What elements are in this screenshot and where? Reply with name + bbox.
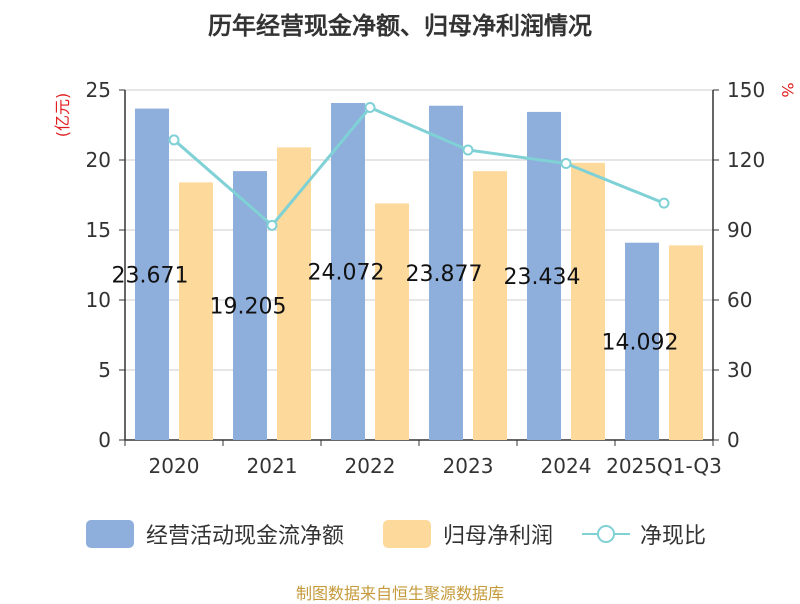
y-right-tick-label: 30	[727, 358, 752, 382]
chart-title: 历年经营现金净额、归母净利润情况	[208, 12, 592, 40]
x-tick-label: 2021	[247, 454, 298, 478]
point-ratio	[266, 219, 278, 231]
data-label-cashflow: 23.671	[112, 263, 189, 288]
y-right-tick-label: 120	[727, 148, 765, 172]
line-ratio	[173, 105, 665, 228]
point-ratio	[168, 134, 180, 146]
point-ratio	[658, 197, 670, 209]
legend-item-netprofit[interactable]: 归母净利润	[383, 518, 553, 550]
point-ratio	[462, 144, 474, 156]
source-note: 制图数据来自恒生聚源数据库	[295, 584, 504, 603]
x-tick-label: 2022	[345, 454, 396, 478]
y-right-tick-label: 90	[727, 218, 752, 242]
legend-swatch-ratio	[582, 520, 630, 548]
x-tick-label: 2025Q1-Q3	[606, 454, 722, 478]
y-left-unit: (亿元)	[53, 93, 72, 138]
data-label-cashflow: 24.072	[308, 260, 385, 285]
y-left-tick-label: 15	[86, 218, 111, 242]
bar-cashflow	[135, 108, 169, 440]
legend-item-ratio[interactable]: 净现比	[582, 518, 706, 550]
point-ratio	[560, 158, 572, 169]
bar-cashflow	[429, 105, 463, 441]
bar-netprofit	[669, 245, 703, 440]
data-label-cashflow: 19.205	[210, 295, 287, 320]
y-left-tick-label: 0	[98, 428, 111, 452]
legend-item-cashflow[interactable]: 经营活动现金流净额	[86, 518, 344, 550]
bar-netprofit	[571, 162, 605, 441]
y-right-tick-label: 150	[727, 78, 765, 102]
bar-netprofit	[473, 171, 507, 440]
bar-netprofit	[179, 182, 213, 440]
legend-swatch-netprofit	[383, 520, 431, 548]
legend-label-cashflow: 经营活动现金流净额	[146, 524, 345, 549]
legend-label-ratio: 净现比	[640, 524, 707, 549]
legend-swatch-cashflow	[86, 520, 134, 548]
y-left-tick-label: 5	[98, 358, 111, 382]
bar-cashflow	[527, 111, 561, 440]
y-left-tick-label: 25	[86, 78, 111, 102]
bar-cashflow	[331, 102, 365, 440]
data-label-cashflow: 23.877	[406, 262, 483, 287]
x-tick-label: 2024	[541, 454, 592, 478]
y-right-tick-label: 0	[727, 428, 740, 452]
bar-cashflow	[625, 242, 659, 440]
bar-netprofit	[277, 147, 311, 440]
point-ratio	[364, 102, 376, 113]
x-tick-label: 2020	[149, 454, 200, 478]
y-left-tick-label: 20	[86, 148, 111, 172]
y-left-tick-label: 10	[86, 288, 111, 312]
y-right-unit: %	[778, 82, 797, 97]
bar-netprofit	[375, 203, 409, 440]
data-label-cashflow: 23.434	[504, 265, 581, 290]
x-tick-label: 2023	[443, 454, 494, 478]
legend-label-netprofit: 归母净利润	[443, 524, 554, 549]
y-right-tick-label: 60	[727, 288, 752, 312]
data-label-cashflow: 14.092	[602, 330, 679, 355]
